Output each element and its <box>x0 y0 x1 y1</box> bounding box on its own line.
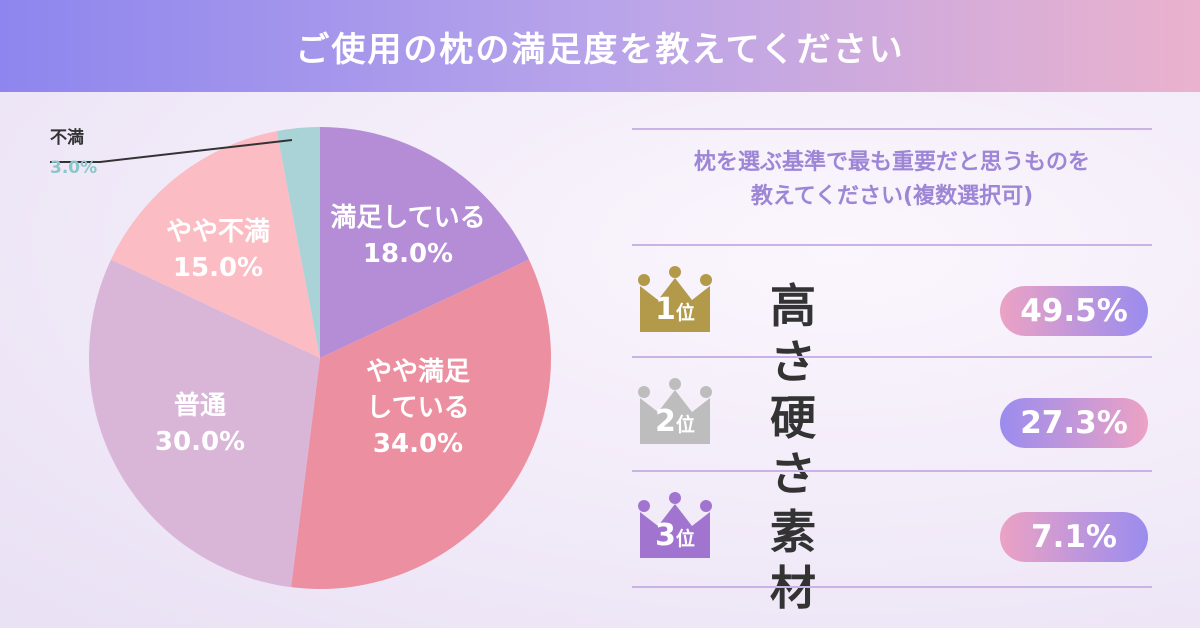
ranking-question: 枕を選ぶ基準で最も重要だと思うものを 教えてください(複数選択可) <box>632 146 1152 214</box>
crown-gold-icon <box>638 266 712 332</box>
rank-badge-2: 2位 <box>638 402 712 445</box>
question-line-1: 枕を選ぶ基準で最も重要だと思うものを <box>693 150 1090 175</box>
divider-top <box>632 128 1152 130</box>
rank-item-name: 素材 <box>770 505 868 615</box>
rank-row-1: 1位 高さ 49.5% <box>632 258 1152 389</box>
pie-category-label: している <box>366 393 469 423</box>
rank-row-2: 2位 硬さ 27.3% <box>632 370 1152 501</box>
rank-percent-pill: 27.3% <box>1000 398 1148 448</box>
question-line-2: 教えてください(複数選択可) <box>750 184 1034 209</box>
pie-value-label: 15.0% <box>173 253 263 283</box>
rank-number: 1 <box>655 292 676 327</box>
rank-badge-3: 3位 <box>638 516 712 559</box>
divider-1 <box>632 244 1152 246</box>
pie-chart: 満足している 18.0% やや満足している 34.0% 普通 30.0% やや不満 15.0%… <box>50 127 552 589</box>
rank-suffix: 位 <box>675 528 695 550</box>
crown-purple-icon <box>638 492 712 558</box>
divider-3 <box>632 470 1152 472</box>
rank-item-name: 高さ <box>770 279 868 389</box>
pie-category-label: 不満 <box>50 127 84 148</box>
pie-slice-不満 <box>276 127 320 358</box>
rank-badge-1: 1位 <box>638 290 712 333</box>
pie-label-満足している: 満足している 18.0% <box>330 203 485 269</box>
pie-category-label: 普通 <box>174 390 226 421</box>
rank-number: 2 <box>655 404 676 439</box>
pie-label-やや不満: やや不満 15.0% <box>166 217 270 283</box>
rank-item-name: 硬さ <box>770 391 868 501</box>
pie-value-label: 18.0% <box>363 239 453 269</box>
rank-percent-pill: 49.5% <box>1000 286 1148 336</box>
header-banner: ご使用の枕の満足度を教えてください <box>0 0 1200 92</box>
pie-slice-普通 <box>89 259 321 588</box>
pie-value-label: 34.0% <box>373 429 463 459</box>
rank-percent-pill: 7.1% <box>1000 512 1148 562</box>
pie-slice-やや不満 <box>110 131 320 358</box>
pie-category-label: やや満足 <box>366 357 470 387</box>
pie-slice-満足している <box>320 127 530 358</box>
divider-2 <box>632 356 1152 358</box>
rank-row-3: 3位 素材 7.1% <box>632 484 1152 615</box>
page-title: ご使用の枕の満足度を教えてください <box>295 29 905 70</box>
rank-number: 3 <box>655 518 676 553</box>
pie-label-不満: 不満 3.0% <box>50 127 97 178</box>
pie-value-label: 30.0% <box>155 427 245 457</box>
pie-label-普通: 普通 30.0% <box>155 390 245 457</box>
divider-bottom <box>632 586 1152 588</box>
leader-line <box>50 139 293 163</box>
rank-suffix: 位 <box>675 414 695 436</box>
pie-value-label: 3.0% <box>50 158 97 178</box>
pie-label-やや満足している: やや満足している 34.0% <box>366 357 470 459</box>
crown-silver-icon <box>638 378 712 444</box>
rank-suffix: 位 <box>675 302 695 324</box>
pie-slice-やや満足している <box>291 259 552 589</box>
pie-category-label: 満足している <box>330 203 485 233</box>
pie-category-label: やや不満 <box>166 217 270 247</box>
